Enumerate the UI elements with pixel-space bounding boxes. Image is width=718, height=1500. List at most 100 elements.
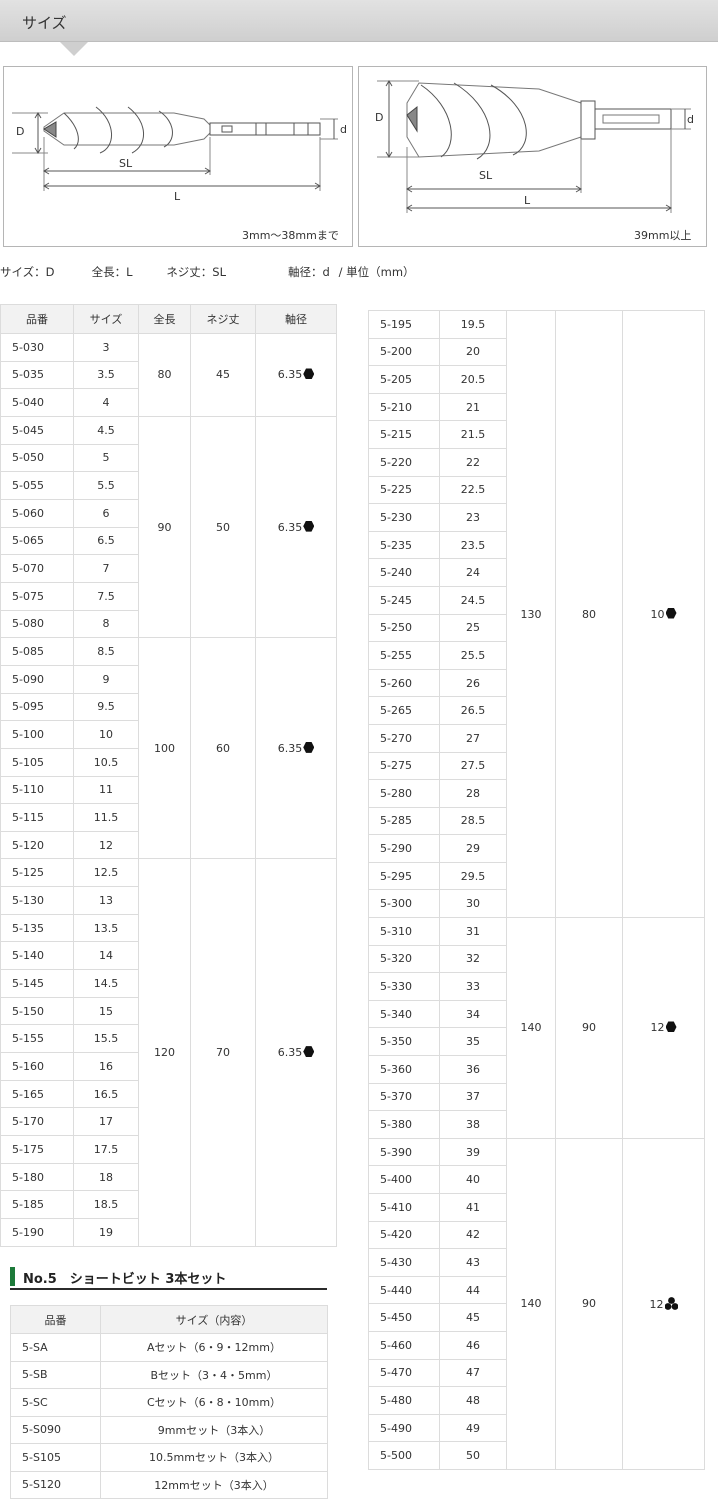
label-l: L [524,194,531,207]
table-row: 5-285 28.5 [368,806,705,836]
part-number: 5-340 [368,999,440,1029]
screw-value: 60 [190,637,256,860]
part-number: 5-260 [368,668,440,698]
size-value: 50 [439,1441,507,1470]
table-row: 5-350 35 [368,1027,705,1057]
table-row: 5-SB Bセット（3・4・5mm） [10,1360,328,1389]
part-number: 5-320 [368,944,440,974]
part-number: 5-380 [368,1110,440,1139]
part-number: 5-250 [368,613,440,643]
part-number: 5-100 [0,720,74,749]
table-row: 5-250 25 [368,613,705,643]
part-number: 5-275 [368,751,440,781]
size-value: 16.5 [73,1079,139,1109]
size-value: 35 [439,1027,507,1057]
table-row: 5-180 18 [0,1162,337,1192]
part-number: 5-060 [0,498,74,528]
part-number: 5-225 [368,475,440,505]
size-value: 42 [439,1220,507,1250]
size-value: 29.5 [439,861,507,891]
set-content: Aセット（6・9・12mm） [100,1333,328,1362]
large-bit-drawing: D d SL L [375,80,694,213]
part-number: 5-240 [368,558,440,587]
table-row: 5-150 15 [0,996,337,1026]
size-value: 38 [439,1110,507,1139]
shaft-diameter: 6.35 [277,368,303,382]
part-number: 5-170 [0,1107,74,1137]
size-value: 39 [439,1137,507,1167]
part-number: 5-175 [0,1135,74,1164]
size-value: 25 [439,613,507,643]
part-number: 5-210 [368,392,440,422]
part-number: 5-410 [368,1193,440,1222]
part-number: 5-220 [368,447,440,477]
part-number: 5-130 [0,886,74,915]
size-value: 31 [439,917,507,946]
size-value: 26 [439,668,507,698]
part-number: 5-050 [0,443,74,473]
size-value: 28.5 [439,806,507,836]
table-row: 5-440 44 [368,1275,705,1305]
table-row: 5-300 30 [368,889,705,919]
heading-accent-bar [10,1267,15,1286]
size-value: 19.5 [439,310,507,339]
size-value: 4 [73,388,139,417]
part-number: 5-035 [0,360,74,390]
part-number: 5-075 [0,581,74,611]
size-value: 41 [439,1193,507,1222]
label-l: L [174,190,181,203]
size-value: 9 [73,664,139,694]
size-value: 6 [73,498,139,528]
diagram-small-bit: D d SL L 3mm～38mmまで [3,66,353,247]
table-row: 5-340 34 [368,999,705,1029]
part-number: 5-330 [368,972,440,1001]
part-number: 5-230 [368,503,440,532]
part-number: 5-370 [368,1082,440,1112]
part-number: 5-135 [0,913,74,943]
table-row: 5-430 43 [368,1248,705,1277]
table-row: 5-275 27.5 [368,751,705,781]
legend-shaft: 軸径：d [287,265,330,279]
table-row: 5-220 22 [368,447,705,477]
part-number: 5-430 [368,1248,440,1277]
header-shaft: 軸径 [255,304,337,334]
hex-shank-icon [665,607,677,619]
table-row: 5-320 32 [368,944,705,974]
table-row: 5-205 20.5 [368,365,705,394]
table-row: 5-105 10.5 [0,747,337,777]
label-d-big: D [375,111,383,124]
set-part-number: 5-SC [10,1388,101,1417]
shaft-cell: 6.35 [255,858,337,1247]
header-size: サイズ [73,304,139,334]
set-part-number: 5-SA [10,1333,101,1362]
part-number: 5-235 [368,530,440,560]
table-row: 5-090 9 [0,664,337,694]
screw-value: 90 [555,917,623,1139]
label-sl: SL [119,157,133,170]
part-number: 5-360 [368,1055,440,1084]
size-value: 32 [439,944,507,974]
table-row: 5-490 49 [368,1413,705,1443]
size-value: 15 [73,996,139,1026]
part-number: 5-390 [368,1137,440,1167]
screw-value: 45 [190,333,256,417]
set-content: 10.5mmセット（3本入） [100,1443,328,1472]
table-row: 5-450 45 [368,1303,705,1332]
size-value: 16 [73,1052,139,1081]
part-number: 5-490 [368,1413,440,1443]
table-row: 5-260 26 [368,668,705,698]
part-number: 5-290 [368,834,440,863]
table-row: 5-035 3.5 [0,360,337,390]
size-value: 45 [439,1303,507,1332]
spec-table-right: 5-195 19.5 130 80 10 5-200 20 5-205 20.5 5-210 21 5… [368,309,705,1470]
size-value: 8.5 [73,637,139,666]
legend-screw: ネジ丈：SL [166,265,227,279]
part-number: 5-090 [0,664,74,694]
legend-size: サイズ：D [0,265,55,279]
size-value: 11.5 [73,803,139,832]
shaft-diameter: 12 [650,1021,665,1035]
size-value: 48 [439,1386,507,1415]
size-value: 27 [439,723,507,753]
table-row: 5-095 9.5 [0,692,337,722]
shaft-diameter: 6.35 [277,741,303,755]
